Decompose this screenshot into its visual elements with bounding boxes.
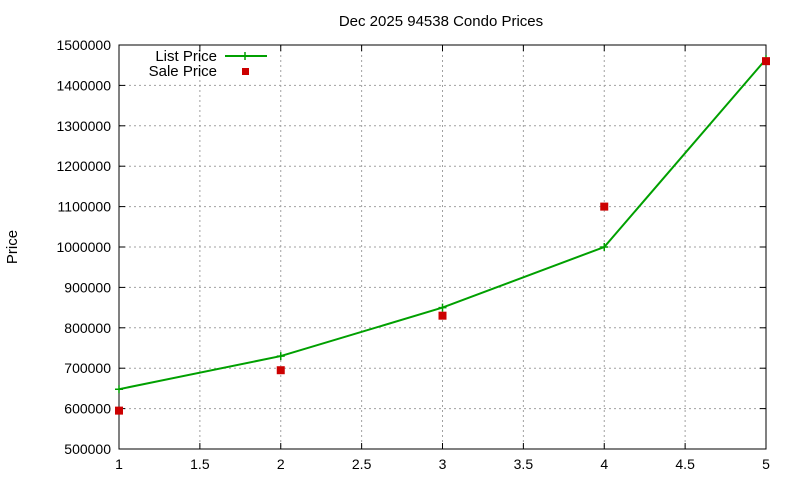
list-price-point [115,385,123,394]
sale-price-point [438,311,447,320]
list-price-line [118,58,767,391]
sale-price-point [115,406,123,415]
y-tick-label: 900000 [64,279,111,295]
chart-title: Dec 2025 94538 Condo Prices [339,13,543,30]
x-tick-label: 1 [115,456,123,472]
list-price-point [438,303,447,312]
legend-marker-sale-price [242,68,249,75]
y-tick-label: 1400000 [56,77,111,93]
legend-marker-list-price [241,52,249,60]
sale-price-point [276,366,285,375]
y-tick-label: 1200000 [56,158,111,174]
x-tick-label: 1.5 [190,456,210,472]
x-tick-label: 5 [762,456,770,472]
x-tick-label: 3 [439,456,447,472]
sale-price-point [600,202,609,211]
y-tick-label: 600000 [64,401,111,417]
y-tick-label: 700000 [64,360,111,376]
legend-label-sale-price: Sale Price [149,63,217,80]
legend-label-list-price: List Price [155,48,217,65]
x-tick-label: 3.5 [514,456,534,472]
list-price-point [276,352,285,361]
x-tick-label: 4 [600,456,608,472]
x-tick-label: 2 [277,456,285,472]
x-tick-label: 4.5 [675,456,695,472]
y-tick-label: 500000 [64,441,111,457]
y-tick-label: 1100000 [58,199,112,215]
legend: List Price Sale Price [149,48,267,80]
x-tick-label: 2.5 [352,456,372,472]
series-layer [115,55,770,415]
list-price-point [600,243,609,251]
axis-ticks: 1 1.5 2 2.5 3 3.5 4 4.5 5 500000 600000 700000 80000… [56,37,770,472]
y-tick-label: 1500000 [56,37,111,53]
grid [119,45,766,449]
sale-price-point [762,57,770,66]
y-tick-label: 800000 [64,320,111,336]
y-axis-label: Price [4,230,21,264]
y-tick-label: 1300000 [56,118,111,134]
y-tick-label: 1000000 [56,239,111,255]
